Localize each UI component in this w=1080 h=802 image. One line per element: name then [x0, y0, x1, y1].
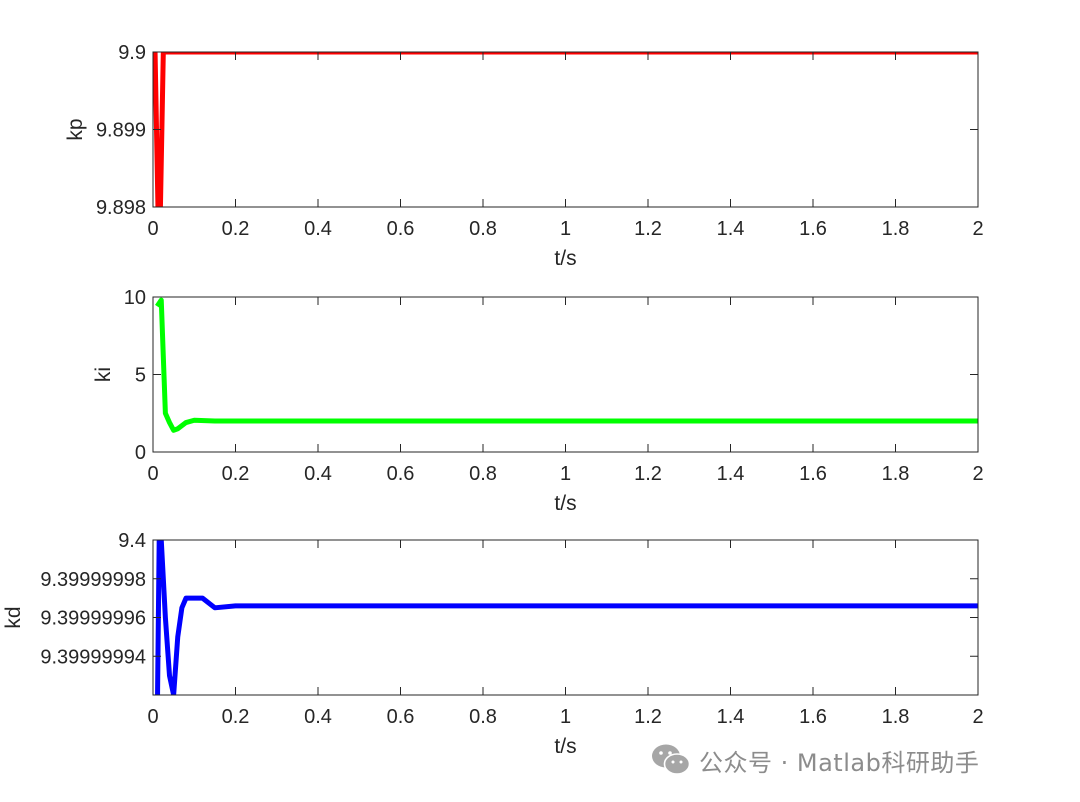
x-tick-label: 0 — [147, 706, 158, 728]
y-tick-label: 9.39999996 — [40, 608, 146, 630]
x-tick-label: 1.6 — [799, 706, 827, 728]
wechat-icon — [652, 744, 691, 775]
x-tick-label: 1.2 — [634, 706, 662, 728]
x-tick-label: 1.8 — [882, 463, 910, 485]
x-tick-label: 1.4 — [717, 706, 745, 728]
series-line-ki — [155, 297, 978, 433]
y-tick-label: 9.4 — [118, 530, 146, 552]
x-tick-label: 1 — [560, 463, 571, 485]
x-tick-label: 1.2 — [634, 463, 662, 485]
x-tick-label: 1.4 — [717, 218, 745, 240]
x-tick-label: 2 — [972, 218, 983, 240]
x-tick-label: 1.2 — [634, 218, 662, 240]
series-line-kp — [153, 52, 978, 207]
x-tick-label: 1 — [560, 706, 571, 728]
x-tick-label: 0 — [147, 218, 158, 240]
x-tick-label: 0.4 — [304, 218, 332, 240]
x-tick-label: 0.8 — [469, 463, 497, 485]
y-tick-label: 9.39999998 — [40, 569, 146, 591]
watermark: 公众号 · Matlab科研助手 — [651, 740, 979, 780]
y-tick-label: 10 — [124, 287, 146, 309]
x-tick-label: 0.2 — [222, 218, 250, 240]
x-tick-label: 0.4 — [304, 463, 332, 485]
x-tick-label: 0.6 — [387, 706, 415, 728]
y-tick-label: 9.9 — [118, 42, 146, 64]
y-tick-label: 9.899 — [96, 120, 146, 142]
x-tick-label: 1.8 — [882, 218, 910, 240]
x-axis-label: t/s — [554, 247, 576, 270]
y-axis-label: kp — [64, 118, 87, 140]
x-tick-label: 0.4 — [304, 706, 332, 728]
x-tick-label: 2 — [972, 463, 983, 485]
x-tick-label: 0.8 — [469, 218, 497, 240]
x-axis-label: t/s — [554, 492, 576, 515]
x-tick-label: 1.8 — [882, 706, 910, 728]
x-tick-label: 0.2 — [222, 463, 250, 485]
y-axis-label: kd — [2, 606, 25, 628]
axes-box-kp — [152, 51, 979, 208]
x-tick-label: 1.4 — [717, 463, 745, 485]
y-tick-label: 9.898 — [96, 197, 146, 219]
x-axis-label: t/s — [554, 735, 576, 758]
axes-box-ki — [152, 296, 979, 453]
y-axis-label: ki — [92, 367, 115, 382]
x-tick-label: 2 — [972, 706, 983, 728]
subplot-kd: 0 0.2 0.4 0.6 0.8 1 1.2 1.4 1.6 1.8 2 9.39999994 9.3… — [2, 530, 984, 758]
x-tick-label: 0 — [147, 463, 158, 485]
subplot-kp: 0 0.2 0.4 0.6 0.8 1 1.2 1.4 1.6 1.8 2 9.898 9.899 9.9… — [64, 42, 984, 270]
x-tick-label: 0.8 — [469, 706, 497, 728]
axes-box-kd — [152, 539, 979, 696]
subplot-ki: 0 0.2 0.4 0.6 0.8 1 1.2 1.4 1.6 1.8 2 0 5 10 t/s ki — [92, 287, 984, 515]
series-line-kd — [155, 540, 978, 695]
x-tick-label: 1.6 — [799, 463, 827, 485]
watermark-text: 公众号 · Matlab科研助手 — [699, 748, 980, 777]
x-tick-label: 0.2 — [222, 706, 250, 728]
x-tick-label: 0.6 — [387, 463, 415, 485]
x-tick-label: 1.6 — [799, 218, 827, 240]
x-tick-label: 0.6 — [387, 218, 415, 240]
y-tick-label: 9.39999994 — [40, 646, 146, 668]
y-tick-label: 0 — [135, 442, 146, 464]
y-tick-label: 5 — [135, 365, 146, 387]
x-tick-label: 1 — [560, 218, 571, 240]
